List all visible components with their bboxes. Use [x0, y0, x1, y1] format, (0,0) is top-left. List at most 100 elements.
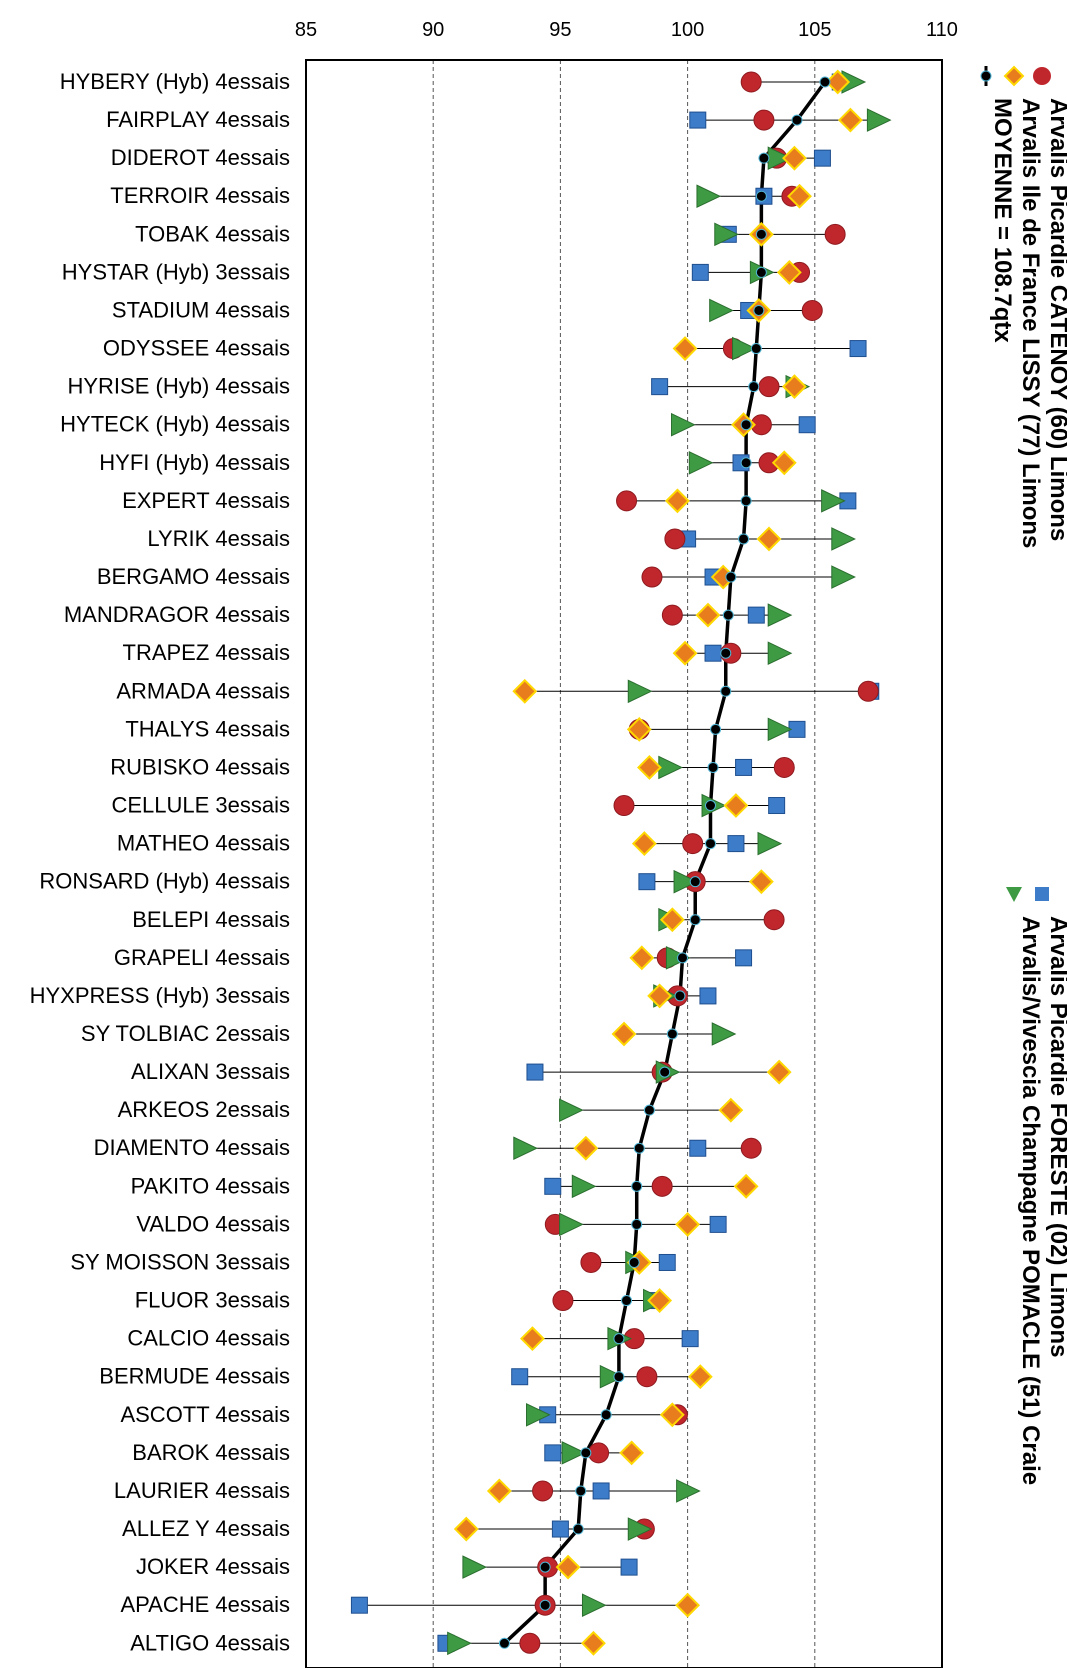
circle-marker — [763, 909, 785, 931]
diamond-marker — [675, 1211, 701, 1237]
category-label: LYRIK 4essais — [147, 526, 290, 551]
diamond-marker — [718, 1097, 744, 1123]
square-marker — [526, 1063, 544, 1081]
square-marker — [849, 340, 867, 358]
diamond-marker — [825, 69, 851, 95]
mean-marker — [755, 190, 767, 202]
diamond-marker — [838, 107, 863, 133]
mean-marker — [633, 1142, 645, 1154]
triangle-marker — [627, 679, 653, 704]
mean-marker — [666, 1028, 678, 1040]
mean-marker — [750, 343, 762, 355]
legend-item-catenoy: Arvalis Picardie CATENOY (60) Limons — [1033, 67, 1067, 541]
diamond-marker — [453, 1516, 479, 1542]
triangle-marker — [658, 755, 683, 780]
triangle-marker — [676, 1479, 701, 1503]
diamond-marker — [672, 336, 698, 361]
triangle-marker — [709, 298, 734, 323]
triangle-marker — [447, 1631, 472, 1656]
category-label: CELLULE 3essais — [111, 793, 290, 818]
mean-marker — [572, 1523, 584, 1535]
diamond-marker — [665, 488, 690, 514]
mean-marker — [758, 152, 770, 164]
mean-marker — [580, 1447, 592, 1459]
triangle-marker — [571, 1174, 597, 1199]
category-label: FAIRPLAY 4essais — [106, 107, 290, 132]
square-marker — [704, 644, 722, 662]
circle-marker — [613, 795, 635, 817]
triangle-marker — [767, 717, 793, 742]
mean-marker — [643, 1104, 655, 1116]
mean-marker — [539, 1561, 551, 1573]
diamond-marker — [782, 145, 807, 171]
category-label: ALIXAN 3essais — [131, 1059, 290, 1084]
diamond-marker — [659, 1402, 685, 1428]
diamond-marker — [647, 1288, 673, 1313]
triangle-marker — [767, 603, 793, 627]
diamond-marker — [675, 1592, 701, 1618]
square-marker — [813, 149, 831, 167]
legend-circle-swatch — [1033, 67, 1051, 85]
diamond-marker — [687, 1364, 713, 1390]
category-label: HYTECK (Hyb) 4essais — [60, 412, 290, 437]
triangle-marker — [559, 1212, 584, 1237]
diamond-marker — [555, 1554, 581, 1580]
category-label: SY MOISSON 3essais — [70, 1249, 290, 1274]
triangle-marker — [671, 412, 696, 437]
x-tick-label: 100 — [671, 19, 704, 41]
category-label: ODYSSEE 4essais — [103, 336, 290, 361]
circle-marker — [580, 1251, 602, 1273]
mean-marker — [704, 838, 716, 850]
mean-marker — [740, 419, 752, 431]
square-marker — [651, 378, 669, 396]
triangle-marker — [526, 1403, 551, 1427]
square-marker — [768, 797, 786, 815]
category-label: STADIUM 4essais — [112, 297, 290, 322]
legend-item-moyenne: MOYENNE = 108.7qtx — [980, 66, 1016, 343]
category-label: HYSTAR (Hyb) 3essais — [62, 259, 290, 284]
mean-marker — [677, 952, 689, 964]
mean-marker — [613, 1371, 625, 1383]
square-marker — [699, 987, 717, 1005]
square-marker — [658, 1253, 676, 1271]
mean-marker — [707, 761, 719, 773]
diamond-marker — [629, 945, 655, 971]
triangle-marker — [581, 1593, 607, 1617]
triangle-marker — [599, 1364, 625, 1389]
square-marker — [689, 111, 707, 129]
diamond-marker — [771, 450, 797, 476]
x-tick-labels: 85 90 95 100 105 110 — [295, 19, 958, 41]
category-label: RONSARD (Hyb) 4essais — [39, 869, 290, 894]
category-label: ARKEOS 2essais — [118, 1097, 290, 1122]
mean-marker — [755, 266, 767, 278]
square-marker — [544, 1177, 562, 1195]
mean-marker — [600, 1409, 612, 1421]
legend-label: Arvalis Picardie CATENOY (60) Limons — [1045, 98, 1067, 541]
square-marker — [727, 835, 745, 853]
category-label: FLUOR 3essais — [135, 1288, 290, 1313]
mean-marker — [628, 1256, 640, 1268]
circle-marker — [753, 109, 775, 131]
category-label: MATHEO 4essais — [117, 831, 290, 856]
category-label: THALYS 4essais — [125, 716, 290, 741]
category-label: SY TOLBIAC 2essais — [81, 1021, 290, 1046]
square-marker — [350, 1596, 368, 1614]
x-tick-label: 95 — [549, 19, 571, 41]
square-marker — [747, 606, 765, 624]
diamond-marker — [631, 831, 657, 857]
square-marker — [544, 1444, 562, 1462]
category-label: BERMUDE 4essais — [99, 1364, 290, 1389]
square-marker — [735, 758, 753, 776]
legend-diamond-swatch — [1003, 65, 1025, 87]
category-label: TRAPEZ 4essais — [123, 640, 291, 665]
circle-marker — [651, 1175, 673, 1197]
legend: Arvalis Picardie CATENOY (60) LimonsArva… — [980, 65, 1067, 1485]
square-marker — [798, 416, 816, 434]
mean-marker — [791, 114, 803, 126]
category-label: DIAMENTO 4essais — [94, 1135, 290, 1160]
mean-marker — [720, 685, 732, 697]
mean-marker — [689, 914, 701, 926]
square-marker — [689, 1139, 707, 1157]
circle-marker — [664, 528, 686, 550]
